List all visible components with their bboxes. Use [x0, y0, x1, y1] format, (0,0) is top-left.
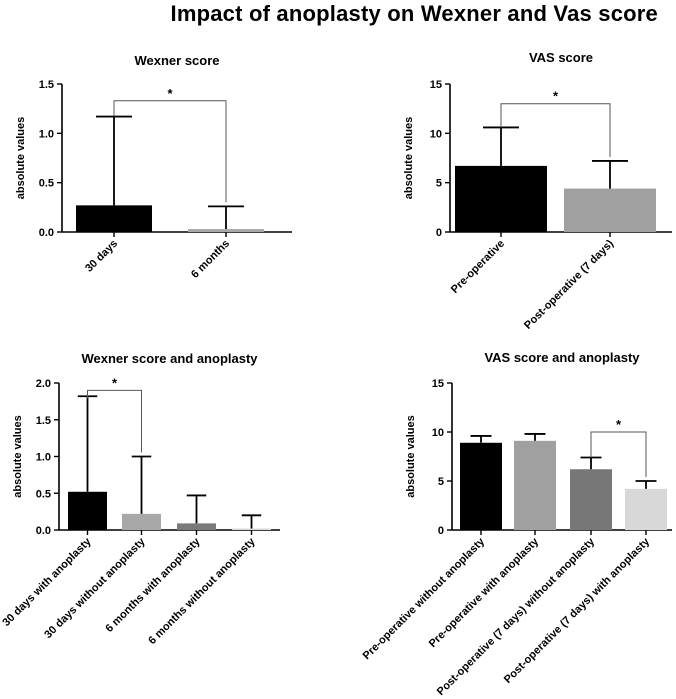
x-tick-label: Pre-operative with anoplasty: [427, 535, 542, 650]
significance-star: *: [112, 375, 118, 390]
y-tick-label: 10: [430, 128, 442, 140]
y-tick-label: 1.0: [39, 128, 54, 140]
bar-1: [460, 442, 502, 530]
y-axis-label: absolute values: [12, 415, 24, 498]
bar-2: [188, 229, 264, 232]
chart-panel-3: Wexner score and anoplasty absolute value…: [0, 351, 280, 647]
y-tick-label: 1.5: [36, 415, 51, 427]
bar-4: [625, 488, 667, 530]
y-tick-label: 0.0: [39, 227, 54, 239]
x-tick-label: 30 days without anoplasty: [42, 535, 148, 641]
chart-panel-4: VAS score and anoplasty absolute values 0 5…: [361, 350, 672, 698]
bar-3: [570, 469, 612, 530]
x-tick-label: 6 months without anoplasty: [146, 535, 258, 647]
y-tick-label: 2.0: [36, 378, 51, 390]
chart-panel-1: Wexner score absolute values 0.0 0.5 1.0 1.5 3…: [15, 53, 292, 281]
significance-star: *: [616, 417, 622, 432]
y-tick-label: 15: [432, 378, 444, 390]
bar-1: [76, 205, 152, 232]
y-axis-label: absolute values: [15, 117, 27, 200]
x-tick-label: 6 months with anoplasty: [103, 535, 203, 635]
y-axis-label: absolute values: [405, 415, 417, 498]
x-tick-label: Post-operative (7 days): [522, 237, 616, 331]
y-axis-label: absolute values: [403, 117, 415, 200]
x-tick-label: Pre-operative: [449, 238, 507, 296]
chart-title: VAS score: [529, 50, 593, 65]
significance-star: *: [553, 89, 559, 104]
significance-star: *: [167, 86, 173, 101]
chart-title: Wexner score: [134, 53, 219, 68]
y-tick-label: 10: [432, 427, 444, 439]
bar-4: [232, 528, 271, 530]
y-tick-label: 5: [436, 178, 442, 190]
chart-panel-2: VAS score absolute values 0 5 10 15 Pre-operat…: [403, 50, 672, 332]
significance-bracket: [500, 103, 611, 157]
y-tick-label: 1.5: [39, 79, 54, 91]
x-tick-label: 30 days: [83, 238, 120, 275]
y-tick-label: 5: [438, 476, 444, 488]
y-tick-label: 0.5: [36, 488, 51, 500]
x-tick-label: 30 days with anoplasty: [0, 535, 94, 629]
x-tick-label: 6 months: [189, 238, 232, 281]
y-tick-label: 15: [430, 79, 442, 91]
y-tick-label: 0.5: [39, 178, 54, 190]
y-tick-label: 0.0: [36, 525, 51, 537]
significance-bracket: [87, 389, 142, 453]
bar-1: [68, 491, 107, 530]
bar-3: [177, 523, 216, 530]
y-tick-label: 0: [436, 227, 442, 239]
bar-1: [455, 165, 547, 232]
bar-2: [122, 513, 161, 530]
significance-bracket: [590, 431, 647, 477]
bar-2: [564, 188, 656, 232]
significance-bracket: [113, 100, 227, 203]
chart-title: VAS score and anoplasty: [484, 350, 640, 365]
figure-title: Impact of anoplasty on Wexner and Vas sc…: [170, 1, 658, 26]
chart-title: Wexner score and anoplasty: [81, 351, 258, 366]
y-tick-label: 1.0: [36, 452, 51, 464]
y-tick-label: 0: [438, 525, 444, 537]
bar-2: [514, 440, 556, 530]
